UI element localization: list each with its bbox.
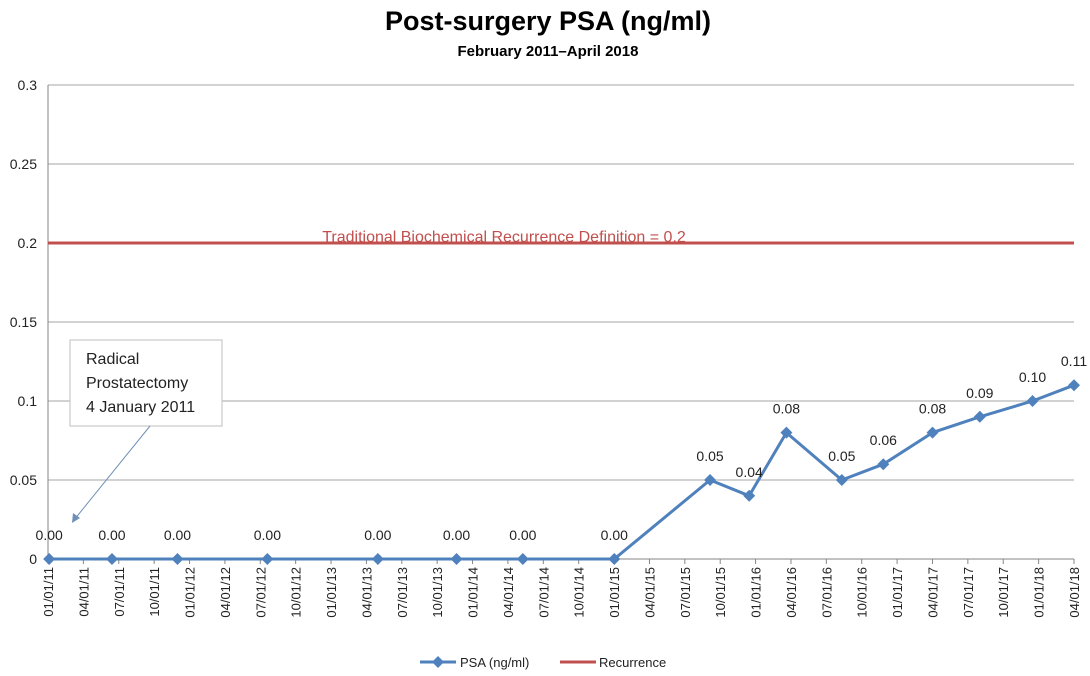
x-tick-label: 10/01/14 [572,567,587,618]
psa-point [105,553,118,565]
x-tick-label: 01/01/13 [324,567,339,618]
x-tick-label: 07/01/12 [253,567,268,618]
psa-series: 0.00 0.00 0.00 0.00 0.00 0.00 0.00 0.00 0.05 0.04… [36,353,1087,565]
psa-point [171,553,184,565]
x-tick-label: 07/01/17 [961,567,976,618]
x-tick-label: 07/01/16 [819,567,834,618]
annotation-text: Prostatectomy [86,375,188,392]
y-tick-label: 0.05 [10,472,37,488]
annotation-box [69,339,223,427]
annotation: Radical Prostatectomy 4 January 2011 [69,339,223,523]
x-tick-label: 04/01/11 [76,567,91,617]
y-tick-label: 0 [29,551,37,567]
psa-data-label: 0.06 [870,432,897,448]
psa-point [877,458,890,471]
psa-data-label: 0.00 [98,527,125,543]
legend-psa-label: PSA (ng/ml) [460,655,529,670]
legend-psa-marker [432,656,444,668]
psa-data-label: 0.00 [509,527,536,543]
x-tick-label: 04/01/16 [784,567,799,618]
annotation-arrow [73,425,151,521]
psa-point [780,426,793,439]
psa-point [1026,395,1039,407]
psa-data-label: 0.10 [1019,369,1046,385]
x-tick-label: 01/01/16 [749,567,764,618]
y-tick-label: 0.3 [18,77,38,93]
psa-data-label: 0.09 [966,385,993,401]
x-tick-label: 01/01/12 [183,567,198,618]
y-tick-label: 0.2 [18,235,38,251]
x-tick-label: 07/01/11 [112,567,127,617]
psa-point [973,410,986,423]
x-tick-label: 04/01/14 [501,567,516,618]
recurrence-series: Traditional Biochemical Recurrence Defin… [48,229,1074,246]
psa-point [1068,379,1080,392]
y-tick-label: 0.25 [10,156,37,172]
psa-data-label: 0.00 [164,527,191,543]
psa-data-label: 0.05 [696,448,723,464]
x-tick-label: 04/01/18 [1067,567,1082,618]
x-tick-label: 07/01/15 [678,567,693,618]
y-tick-label: 0.15 [10,314,37,330]
psa-data-label: 0.04 [736,464,763,480]
x-tick-label: 01/01/15 [607,567,622,618]
psa-point [704,474,717,486]
psa-data-label: 0.00 [443,527,470,543]
psa-data-label: 0.08 [773,401,800,417]
psa-point [371,553,384,565]
legend: PSA (ng/ml) Recurrence [420,655,666,670]
psa-data-label: 0.00 [254,527,281,543]
chart-title: Post-surgery PSA (ng/ml) [385,6,711,36]
x-tick-label: 10/01/12 [289,567,304,618]
psa-point [926,426,939,439]
psa-point [261,553,274,565]
x-tick-label: 10/01/15 [713,567,728,618]
annotation-text: Radical [86,351,139,368]
x-tick-label: 10/01/16 [855,567,870,618]
x-tick-label: 07/01/13 [395,567,410,618]
psa-point [43,553,56,565]
x-tick-label: 10/01/11 [147,567,162,617]
psa-point [450,553,463,565]
x-tick-label: 04/01/17 [925,567,940,618]
x-tick-label: 01/01/17 [890,567,905,618]
psa-data-label: 0.00 [36,527,63,543]
y-tick-label: 0.1 [18,393,38,409]
x-tick-label: 01/01/14 [466,567,481,618]
psa-point [608,553,621,565]
psa-point [835,474,848,486]
recurrence-label: Traditional Biochemical Recurrence Defin… [322,229,686,246]
x-tick-label: 04/01/12 [218,567,233,618]
x-tick-label: 07/01/14 [536,567,551,618]
chart-subtitle: February 2011–April 2018 [458,43,639,60]
psa-data-label: 0.00 [364,527,391,543]
annotation-text: 4 January 2011 [86,399,195,416]
annotation-arrowhead [72,513,80,523]
x-tick-label: 01/01/18 [1032,567,1047,618]
psa-point [516,553,529,565]
x-tick-label: 04/01/13 [359,567,374,618]
psa-point [743,489,756,502]
x-tick-label: 04/01/15 [642,567,657,618]
psa-data-label: 0.11 [1061,353,1087,369]
x-tick-label: 01/01/11 [41,567,56,617]
y-axis-ticks: 0 0.05 0.1 0.15 0.2 0.25 0.3 [10,77,37,567]
legend-recurrence-label: Recurrence [599,655,666,670]
x-axis-ticks: 01/01/11 04/01/11 07/01/11 10/01/11 01/01/12… [41,559,1082,618]
x-tick-label: 10/01/13 [430,567,445,618]
x-tick-label: 10/01/17 [996,567,1011,618]
psa-data-label: 0.05 [828,448,855,464]
psa-data-label: 0.08 [919,401,946,417]
psa-data-label: 0.00 [601,527,628,543]
